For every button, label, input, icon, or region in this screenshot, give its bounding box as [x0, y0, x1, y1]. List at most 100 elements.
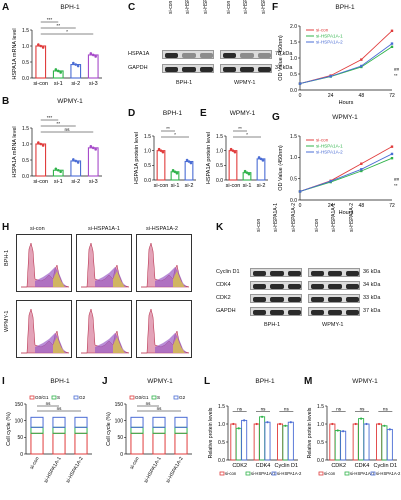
panel-g-point	[390, 145, 394, 148]
panel-f-y-tick-label: 0.5	[290, 72, 297, 78]
panel-f-y-label: OD Value (450nm)	[278, 35, 284, 81]
panel-k-row-label: CDK2	[216, 295, 231, 301]
panel-k-band	[270, 310, 284, 315]
panel-k-blot-strip	[308, 294, 360, 303]
panel-h-histogram	[16, 300, 72, 358]
panel-m-sig-label: ns	[383, 407, 389, 412]
panel-j-legend-label: G0/G1	[135, 395, 149, 400]
panel-h-row-label: WPMY-1	[4, 310, 10, 333]
panel-k-row-label: Cyclin D1	[216, 269, 240, 275]
panel-b-dot	[39, 142, 43, 146]
panel-l-y-tick-label: 0.0	[218, 458, 225, 464]
panel-a-dot	[39, 44, 43, 48]
panel-e-dot	[233, 150, 237, 154]
panel-g-line-chart: 0.0 0.5 1.0 1.5 0 24 48 72 Hours OD Value (450nm)…	[278, 134, 400, 216]
panel-h-histogram	[76, 300, 132, 358]
panel-c-band	[165, 67, 179, 72]
panel-i-bar-g0g1	[52, 432, 66, 455]
panel-d-y-tick-label: 0.5	[144, 163, 151, 169]
panel-a-bar	[87, 54, 99, 79]
panel-b-y-tick-label: 1.5	[22, 126, 29, 132]
panel-e-dot	[229, 147, 233, 151]
panel-m-bar	[358, 418, 365, 461]
panel-m-sig-label: ns	[336, 407, 342, 412]
panel-d-bar	[184, 160, 194, 181]
panel-m-bar	[363, 423, 370, 461]
panel-m-legend-swatch	[318, 471, 324, 476]
panel-m-dot	[365, 422, 368, 426]
panel-a-sig-label: **	[56, 23, 60, 29]
panel-b-y-tick-label: 0.5	[22, 158, 29, 164]
panel-a-sig-label: ***	[47, 17, 53, 23]
panel-h-histogram	[136, 300, 192, 358]
panel-a-x-tick-label: si-con	[33, 81, 48, 87]
panel-f-point	[329, 75, 332, 78]
panel-b-dot	[56, 168, 60, 172]
panel-g-series-line	[299, 146, 393, 192]
panel-m-legend-label: si-HSPA1A-2	[376, 471, 401, 476]
panel-j-bar-g0g1	[152, 432, 166, 455]
panel-l-dot	[260, 415, 264, 418]
panel-d-dot	[175, 171, 179, 175]
panel-c-lane-label: si-con	[226, 0, 232, 14]
panel-j-bar-g2	[152, 416, 166, 428]
panel-d-dot	[189, 161, 193, 165]
panel-b-dot	[37, 141, 40, 144]
panel-k-band	[311, 310, 325, 315]
panel-g-sig-label: ##	[394, 177, 400, 182]
panel-b-dot	[76, 161, 80, 164]
panel-e-x-tick-label: si-con	[226, 183, 241, 189]
panel-d-bar	[156, 150, 166, 181]
panel-l-y-label: Relative protein levels	[208, 407, 214, 458]
panel-j-bar-g2	[130, 416, 144, 428]
panel-c-row-label: HSPA1A	[128, 51, 150, 57]
panel-m-bar	[334, 430, 341, 461]
panel-m-bar	[329, 423, 336, 461]
panel-c-band	[199, 53, 213, 58]
panel-k-band	[253, 297, 267, 302]
panel-k-band	[345, 284, 359, 289]
panel-m-group-label: CDK4	[355, 463, 370, 469]
panel-a-sig-label: *	[66, 29, 68, 35]
panel-i-x-tick-label: si-HSPA1A-1	[43, 456, 63, 484]
panel-i-legend-label: G0/G1	[35, 395, 49, 400]
panel-e-dot	[243, 169, 247, 173]
panel-g-x-label: Hours	[339, 210, 354, 216]
panel-k-blot-strip	[308, 307, 360, 316]
panel-l-dot	[255, 422, 258, 426]
panel-m-bar	[376, 423, 383, 461]
panel-j-bar-s	[130, 426, 144, 434]
panel-f-line-chart: 0.0 0.5 1.0 1.5 2.0 0 24 48 72 Hours OD Value (450…	[278, 24, 400, 106]
panel-i-x-tick-label: si-HSPA1A-2	[65, 456, 85, 484]
panel-j-title: WPMY-1	[147, 378, 173, 385]
panel-i-bar-g2	[74, 416, 88, 428]
panel-g-x-tick-label: 0	[299, 203, 302, 209]
panel-k-cell-label: WPMY-1	[322, 322, 344, 328]
panel-k-blot-strip	[250, 268, 302, 277]
panel-f-point	[390, 29, 394, 32]
panel-c-lane-label: si-HSPA1A-1	[243, 0, 249, 14]
panel-g-legend-label: si-HSPA1A-2	[316, 150, 343, 155]
panel-c-blot-strip	[220, 50, 272, 59]
panel-g-x-tick-label: 72	[389, 203, 395, 209]
panel-a-dot	[94, 55, 97, 58]
panel-j-bar-s	[174, 426, 188, 434]
panel-e-dot	[259, 157, 263, 161]
panel-i-y-tick-label: 0	[20, 452, 23, 458]
panel-k-size-label: 34 kDa	[363, 282, 381, 288]
panel-m-legend-swatch	[344, 471, 350, 476]
panel-e-y-tick-label: 1.0	[216, 148, 223, 154]
panel-i-bar-s	[52, 426, 66, 434]
panel-k-band	[345, 297, 359, 302]
panel-m-dot	[359, 417, 363, 420]
panel-l-sig-label: ns	[237, 407, 243, 412]
panel-k-blot-strip	[250, 307, 302, 316]
panel-c-band	[240, 67, 254, 72]
panel-e-dot	[247, 172, 251, 176]
panel-b-dot	[74, 159, 78, 163]
panel-k-lane-label: si-HSPA1A-2	[290, 202, 297, 232]
panel-b-y-label: HSPA1A mRNA level	[12, 126, 18, 177]
panel-f-x-tick-label: 72	[389, 93, 395, 99]
